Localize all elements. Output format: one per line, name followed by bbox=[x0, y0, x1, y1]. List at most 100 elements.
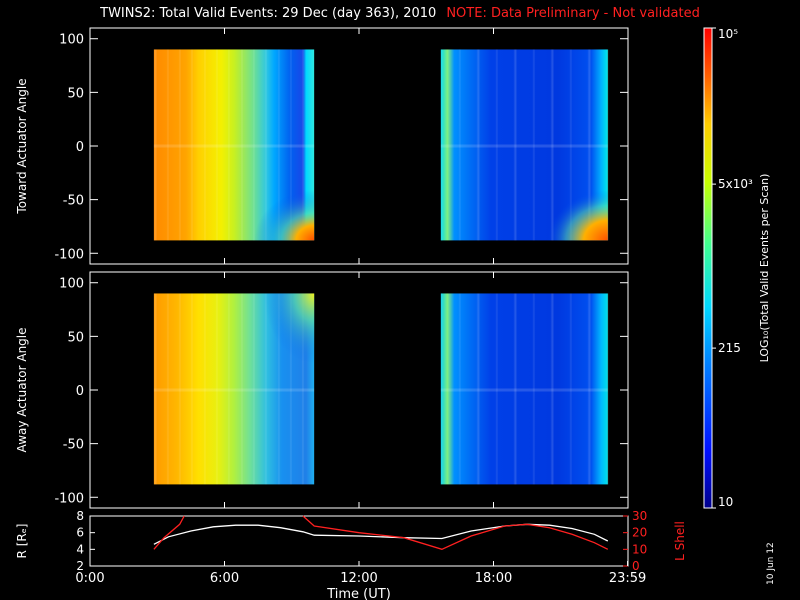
y-tick-label: -50 bbox=[63, 194, 84, 209]
y-axis-label: Toward Actuator Angle bbox=[15, 78, 29, 214]
heatmap-streak bbox=[203, 293, 206, 485]
heatmap-streak bbox=[458, 293, 461, 485]
toward-heatmap-panel: 100 50 0 -50 -100 Toward Actuator Angle bbox=[15, 27, 629, 265]
heatmap-hotspot bbox=[547, 190, 608, 241]
title-main: TWINS2: Total Valid Events: 29 Dec (day … bbox=[100, 6, 437, 21]
y-tick-label: -50 bbox=[63, 438, 84, 453]
heatmap-streak bbox=[154, 293, 157, 485]
heatmap-streak bbox=[440, 49, 443, 241]
heatmap-streak bbox=[532, 49, 535, 241]
heatmap-streak bbox=[252, 293, 255, 485]
heatmap-streak bbox=[215, 293, 218, 485]
y-axis-label: Away Actuator Angle bbox=[15, 327, 29, 452]
x-tick-label: 23:59 bbox=[609, 571, 646, 586]
y-tick-label: 0 bbox=[76, 140, 84, 155]
y-tick-label-right: 10 bbox=[632, 542, 647, 556]
y-tick-label-left: 6 bbox=[76, 526, 84, 540]
y-tick-label-left: 8 bbox=[76, 509, 84, 523]
y-tick-label-right: 30 bbox=[632, 509, 647, 523]
colorbar-gradient bbox=[703, 27, 713, 509]
heatmap-streak bbox=[240, 49, 243, 241]
heatmap-streak bbox=[551, 293, 554, 485]
heatmap-streak bbox=[178, 49, 181, 241]
x-tick-label: 12:00 bbox=[340, 571, 377, 586]
heatmap-hotspot bbox=[264, 293, 315, 364]
heatmap-streak bbox=[550, 293, 553, 485]
heatmap-streak bbox=[606, 293, 609, 485]
series-line bbox=[153, 523, 609, 545]
y-tick-label-left: 4 bbox=[76, 542, 84, 556]
heatmap-streak bbox=[301, 293, 304, 485]
heatmap-streak bbox=[166, 49, 169, 241]
heatmap-streak bbox=[440, 293, 443, 485]
y-tick-label-right: 20 bbox=[632, 526, 647, 540]
heatmap-streak bbox=[477, 49, 480, 241]
heatmap-streak bbox=[154, 49, 157, 241]
y-tick-label-left: 2 bbox=[76, 559, 84, 573]
heatmap-streak bbox=[569, 293, 572, 485]
y-tick-label: 100 bbox=[59, 33, 84, 48]
heatmap-streak bbox=[153, 293, 156, 485]
y-axis-label-right: L Shell bbox=[673, 521, 687, 561]
heatmap-streak bbox=[166, 293, 169, 485]
heatmap-streak bbox=[301, 49, 304, 241]
heatmap-streak bbox=[203, 49, 206, 241]
heatmap-streak bbox=[264, 293, 267, 485]
zero-stripe bbox=[440, 388, 608, 392]
heatmap-streak bbox=[495, 49, 498, 241]
heatmap-streak bbox=[587, 49, 590, 241]
chart-title: TWINS2: Total Valid Events: 29 Dec (day … bbox=[0, 6, 800, 21]
heatmap-streak bbox=[476, 49, 479, 241]
heatmap-streak bbox=[289, 293, 292, 485]
heatmap-streak bbox=[514, 293, 517, 485]
heatmap-block bbox=[440, 293, 608, 485]
colorbar-tick-label: 10⁵ bbox=[718, 27, 738, 41]
heatmap-streak bbox=[178, 293, 181, 485]
title-note: NOTE: Data Preliminary - Not validated bbox=[446, 6, 700, 21]
heatmap-streak bbox=[550, 49, 553, 241]
heatmap-streak bbox=[587, 293, 590, 485]
heatmap-streak bbox=[569, 49, 572, 241]
heatmap-streak bbox=[513, 293, 516, 485]
heatmap-streak bbox=[264, 49, 267, 241]
heatmap-streak bbox=[495, 293, 498, 485]
y-tick-label: 50 bbox=[67, 330, 84, 345]
heatmap-streak bbox=[190, 293, 193, 485]
colorbar-tick-label: 5x10³ bbox=[718, 177, 753, 191]
heatmap-streak bbox=[588, 293, 591, 485]
colorbar-tick-label: 215 bbox=[718, 341, 741, 355]
heatmap-streak bbox=[252, 49, 255, 241]
heatmap-streak bbox=[551, 49, 554, 241]
y-tick-label-right: 0 bbox=[632, 559, 640, 573]
zero-stripe bbox=[440, 144, 608, 148]
heatmap-streak bbox=[588, 49, 591, 241]
heatmap-streak bbox=[458, 49, 461, 241]
heatmap-streak bbox=[514, 49, 517, 241]
heatmap-streak bbox=[606, 49, 609, 241]
y-tick-label: -100 bbox=[54, 247, 84, 262]
x-tick-label: 0:00 bbox=[75, 571, 104, 586]
side-date: 10 Jun 12 bbox=[766, 542, 776, 585]
heatmap-hotspot bbox=[254, 190, 315, 241]
heatmap-streak bbox=[227, 49, 230, 241]
y-tick-label: 0 bbox=[76, 384, 84, 399]
heatmap-streak bbox=[215, 49, 218, 241]
heatmap-streak bbox=[240, 293, 243, 485]
zero-stripe bbox=[153, 144, 315, 148]
colorbar-label: LOG₁₀(Total Valid Events per Scan) bbox=[758, 174, 771, 363]
heatmap-streak bbox=[277, 49, 280, 241]
colorbar: 10⁵ 5x10³ 215 10 LOG₁₀(Total Valid Events pe… bbox=[703, 27, 771, 509]
plot-area bbox=[89, 515, 629, 567]
y-axis-label-left: R [Rₑ] bbox=[15, 524, 29, 559]
x-axis-label: Time (UT) bbox=[326, 587, 391, 600]
series-line bbox=[153, 515, 609, 550]
heatmap-streak bbox=[227, 293, 230, 485]
x-tick-label: 18:00 bbox=[475, 571, 512, 586]
colorbar-tick-label: 10 bbox=[718, 495, 733, 509]
heatmap-streak bbox=[190, 49, 193, 241]
heatmap-streak bbox=[532, 293, 535, 485]
heatmap-streak bbox=[289, 49, 292, 241]
zero-stripe bbox=[153, 388, 315, 392]
heatmap-streak bbox=[513, 49, 516, 241]
